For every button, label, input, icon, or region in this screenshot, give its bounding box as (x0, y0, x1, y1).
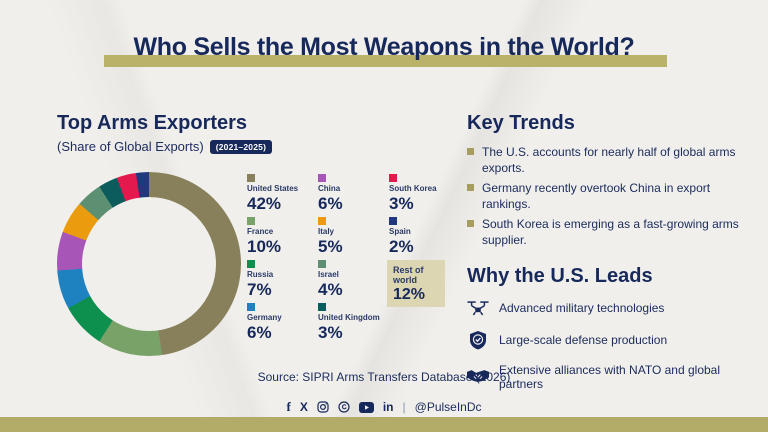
legend-country-label: France (247, 227, 274, 236)
legend-item: Israel 4% (318, 260, 388, 303)
legend-swatch (318, 174, 326, 182)
drone-icon (467, 300, 489, 317)
legend-item: United Kingdom 3% (318, 303, 388, 346)
legend-country-value: 2% (389, 237, 414, 256)
legend-country-label: China (318, 184, 341, 193)
key-trend-text: Germany recently overtook China in expor… (482, 181, 711, 211)
key-trend-bullet: Germany recently overtook China in expor… (467, 181, 755, 212)
legend-swatch (247, 174, 255, 182)
legend-swatch (389, 217, 397, 225)
legend-country-value: 4% (318, 280, 343, 299)
legend-country-value: 42% (247, 194, 282, 213)
legend-swatch (318, 260, 326, 268)
legend-item: Russia 7% (247, 260, 317, 303)
instagram-icon[interactable] (317, 401, 329, 413)
key-trends-heading: Key Trends (467, 112, 575, 134)
legend-swatch (318, 217, 326, 225)
facebook-icon[interactable]: f (286, 399, 291, 414)
legend-country-label: Russia (247, 270, 274, 279)
key-trend-text: South Korea is emerging as a fast-growin… (482, 217, 739, 247)
legend-country-label: Germany (247, 313, 282, 322)
legend-item: China 6% (318, 174, 388, 217)
legend-country-value: 10% (247, 237, 282, 256)
legend-country-value: 6% (247, 323, 272, 342)
youtube-icon[interactable] (358, 401, 374, 413)
legend-country-label: Spain (389, 227, 411, 236)
why-item-text: Large-scale defense production (499, 332, 668, 347)
legend-swatch (247, 303, 255, 311)
bullet-square-icon (467, 148, 474, 155)
source-note: Source: SIPRI Arms Transfers Database (2… (257, 370, 511, 384)
why-item-production: Large-scale defense production (467, 330, 755, 350)
period-badge: (2021–2025) (209, 139, 273, 154)
legend-swatch (389, 174, 397, 182)
chart-subtitle: (Share of Global Exports) (57, 139, 204, 154)
legend-country-label: Israel (318, 270, 339, 279)
key-trend-bullet: South Korea is emerging as a fast-growin… (467, 217, 755, 248)
legend-country-label: Italy (318, 227, 335, 236)
why-us-leads-heading: Why the U.S. Leads (467, 264, 653, 287)
arms-exporters-donut-chart (57, 172, 241, 356)
shield-check-icon (467, 330, 489, 350)
title-highlight-bar (104, 55, 667, 67)
threads-icon[interactable] (338, 401, 350, 413)
page-title: Who Sells the Most Weapons in the World? (133, 33, 635, 61)
linkedin-icon[interactable]: in (382, 400, 394, 414)
legend-country-label: South Korea (389, 184, 437, 193)
legend-swatch (247, 217, 255, 225)
legend-swatch (318, 303, 326, 311)
why-item-text: Advanced military technologies (499, 301, 665, 316)
key-trend-bullet: The U.S. accounts for nearly half of glo… (467, 145, 755, 176)
legend-item: Italy 5% (318, 217, 388, 260)
key-trend-text: The U.S. accounts for nearly half of glo… (482, 145, 736, 175)
bullet-square-icon (467, 184, 474, 192)
bullet-square-icon (467, 220, 474, 228)
legend-country-value: 7% (247, 280, 272, 299)
social-bar: f X in | @PulseInDc (0, 399, 768, 415)
x-icon[interactable]: X (299, 400, 308, 414)
why-item-alliances: Extensive alliances with NATO and global… (467, 363, 755, 391)
legend-item: Rest of world 12% (387, 260, 445, 307)
legend-country-label: Rest of world (393, 265, 424, 286)
legend-country-value: 12% (393, 285, 426, 303)
key-trends-list: The U.S. accounts for nearly half of glo… (467, 145, 755, 249)
legend-item: France 10% (247, 217, 317, 260)
chart-legend: United States 42% China 6% South Korea 3% Fran… (247, 174, 451, 346)
legend-item: United States 42% (247, 174, 317, 217)
legend-country-value: 3% (318, 323, 343, 342)
legend-country-label: United States (247, 184, 299, 193)
legend-country-label: United Kingdom (318, 313, 380, 322)
why-item-technology: Advanced military technologies (467, 300, 755, 317)
separator: | (402, 400, 406, 414)
legend-item: South Korea 3% (389, 174, 451, 217)
legend-item: Spain 2% (389, 217, 451, 260)
chart-title: Top Arms Exporters (57, 112, 248, 134)
legend-country-value: 6% (318, 194, 343, 213)
legend-item: Germany 6% (247, 303, 317, 346)
legend-country-value: 3% (389, 194, 414, 213)
bottom-accent-bar (0, 417, 768, 432)
social-handle[interactable]: @PulseInDc (414, 400, 482, 414)
legend-country-value: 5% (318, 237, 343, 256)
handshake-icon (467, 369, 489, 384)
why-item-text: Extensive alliances with NATO and global… (499, 362, 721, 391)
legend-swatch (247, 260, 255, 268)
